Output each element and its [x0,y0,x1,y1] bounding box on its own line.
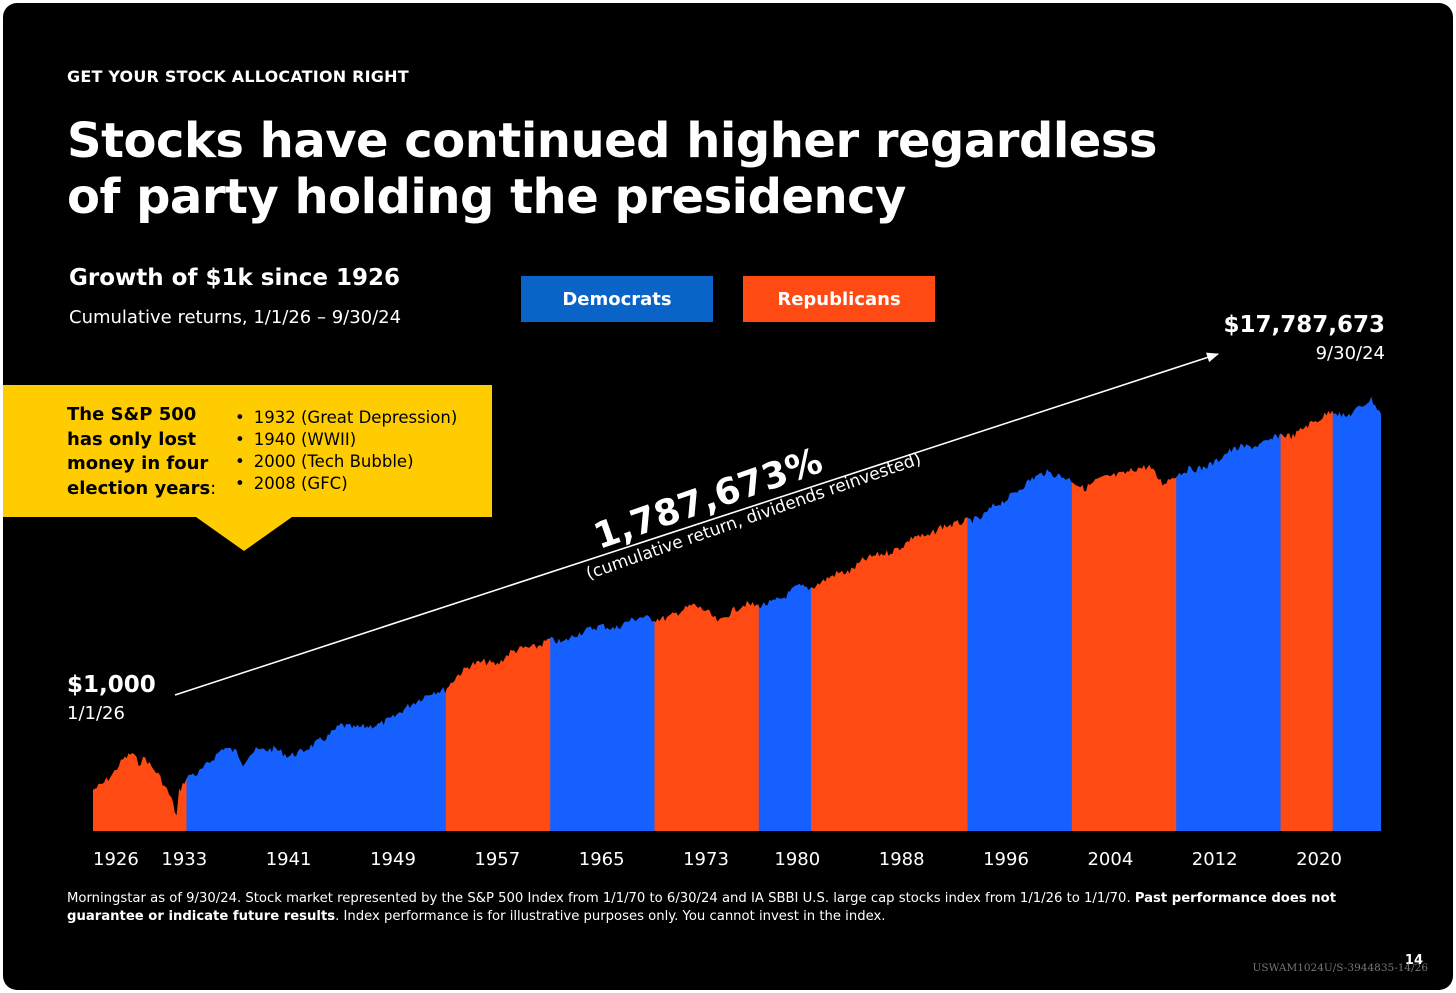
x-tick-label: 1941 [266,849,312,870]
footnote: Morningstar as of 9/30/24. Stock market … [67,890,1387,926]
legend-republicans: Republicans [743,276,935,322]
footnote-text-1: Morningstar as of 9/30/24. Stock market … [67,891,1135,906]
callout-pointer [196,517,292,551]
x-tick-label: 1933 [161,849,207,870]
party-band-democrats [967,396,1073,831]
headline-line-2: of party holding the presidency [67,169,906,225]
x-tick-label: 1988 [879,849,925,870]
x-tick-label: 1949 [370,849,416,870]
start-value-label: $1,000 [67,672,156,698]
callout-list: 1932 (Great Depression) 1940 (WWII) 2000… [235,407,458,495]
party-band-republicans [93,396,188,831]
eyebrow-label: GET YOUR STOCK ALLOCATION RIGHT [67,67,409,86]
party-band-republicans [445,396,551,831]
footnote-text-2: . Index performance is for illustrative … [335,909,886,924]
party-band-republicans [1280,396,1334,831]
election-callout: The S&P 500 has only lost money in four … [3,385,492,517]
document-code: USWAM1024U/S-3944835-14/26 [1252,962,1428,974]
growth-arrow [174,352,1219,696]
x-tick-label: 1973 [683,849,729,870]
x-tick-label: 1996 [983,849,1029,870]
page-number: 14 [1404,953,1423,968]
party-bands [93,396,1381,831]
end-value-label: $17,787,673 [1223,312,1385,338]
x-tick-label: 1965 [579,849,625,870]
callout-item: 1932 (Great Depression) [235,407,458,429]
party-band-republicans [1071,396,1177,831]
callout-colon: : [210,477,217,499]
party-band-republicans [811,396,969,831]
start-date-label: 1/1/26 [67,703,125,724]
x-axis-ticks: 1926 1933 1941 1949 1957 1965 1973 1980 1988 1996… [93,849,1342,870]
headline: Stocks have continued higher regardless … [67,113,1267,225]
party-band-republicans [654,396,760,831]
callout-item: 2000 (Tech Bubble) [235,451,457,473]
x-tick-label: 2020 [1296,849,1342,870]
slide: GET YOUR STOCK ALLOCATION RIGHT Stocks h… [3,3,1453,990]
x-tick-label: 2004 [1087,849,1133,870]
footnote-disclaimer-1: Past performance does not [1134,891,1337,906]
end-date-label: 9/30/24 [1315,343,1385,364]
footnote-disclaimer-2: guarantee or indicate future results [67,909,336,924]
x-tick-label: 1926 [93,849,139,870]
party-band-democrats [1176,396,1282,831]
party-band-democrats [1332,396,1381,831]
party-band-democrats [758,396,812,831]
legend-democrats: Democrats [521,276,713,322]
party-band-democrats [186,396,447,831]
callout-lead-text: The S&P 500 has only lost money in four … [67,403,217,501]
chart-title: Growth of $1k since 1926 [69,265,400,291]
headline-line-1: Stocks have continued higher regardless [67,113,1157,169]
chart-subtitle: Cumulative returns, 1/1/26 – 9/30/24 [69,307,402,328]
x-tick-label: 1980 [774,849,820,870]
callout-lead: The S&P 500 has only lost money in four … [67,404,211,499]
callout-item: 1940 (WWII) [235,429,457,451]
x-tick-label: 1957 [474,849,520,870]
callout-item: 2008 (GFC) [235,473,457,495]
x-tick-label: 2012 [1192,849,1238,870]
